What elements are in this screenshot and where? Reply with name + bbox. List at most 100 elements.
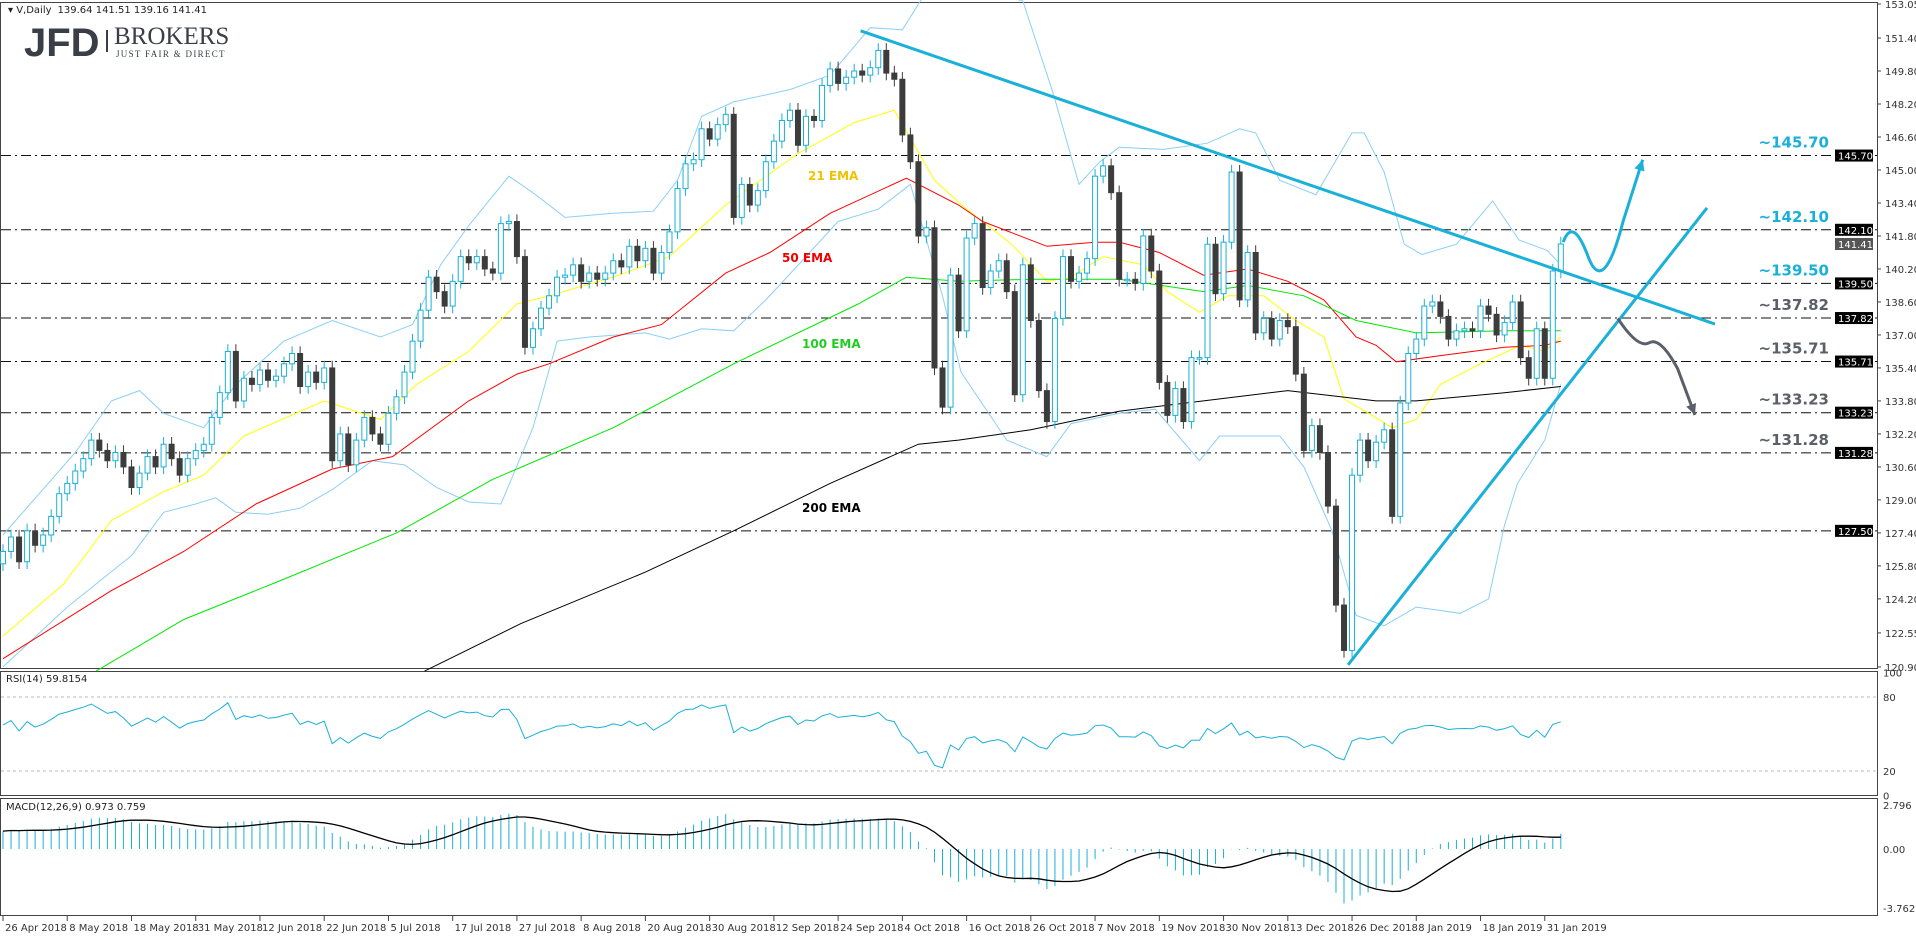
candle <box>618 260 625 268</box>
candle <box>337 433 344 462</box>
bullish-scenario-path <box>1561 159 1645 273</box>
candle <box>369 416 376 435</box>
date-axis-label: 8 Jan 2019 <box>1418 923 1472 934</box>
candle <box>602 272 609 280</box>
candle <box>1132 278 1139 284</box>
candle <box>570 264 577 276</box>
candle <box>72 470 79 484</box>
candle <box>457 256 464 282</box>
date-axis-label: 30 Nov 2018 <box>1226 923 1290 934</box>
macd-axis-label: 2.796 <box>1883 801 1912 812</box>
price-axis-label: 148.20 <box>1885 100 1916 111</box>
candle <box>915 161 922 237</box>
bullish-arrowhead-icon <box>1634 159 1645 172</box>
candle <box>923 227 930 237</box>
date-axis-label: 8 May 2018 <box>69 923 128 934</box>
ema-label: 21 EMA <box>808 169 859 183</box>
candle <box>586 272 593 282</box>
price-axis-label: 151.40 <box>1885 34 1916 45</box>
candle <box>184 458 191 476</box>
candle <box>931 227 938 369</box>
level-label: ~133.23 <box>1759 391 1829 409</box>
candle <box>1308 425 1315 451</box>
candle <box>1373 441 1380 462</box>
logo-jfd: JFD <box>24 21 100 65</box>
candle <box>80 458 87 472</box>
candle <box>232 350 239 402</box>
symbol-label: V,Daily <box>16 5 51 16</box>
ema-label: 100 EMA <box>802 337 861 351</box>
macd-signal-line <box>2 816 1561 893</box>
candle <box>513 221 520 258</box>
candle <box>851 70 858 78</box>
date-axis-label: 22 Jun 2018 <box>326 923 386 934</box>
date-axis-label: 31 Jan 2019 <box>1547 923 1607 934</box>
date-axis-label: 12 Jun 2018 <box>262 923 322 934</box>
candle <box>682 163 689 190</box>
candle <box>803 115 809 146</box>
candle <box>1300 373 1307 451</box>
candle <box>1509 301 1516 324</box>
price-axis-label: 127.40 <box>1885 529 1916 540</box>
candle <box>1116 192 1123 280</box>
candle <box>88 439 95 460</box>
price-axis-label: 130.60 <box>1885 463 1916 474</box>
bearish-arrowhead-icon <box>1686 403 1697 415</box>
candle <box>32 530 39 546</box>
level-label: ~131.28 <box>1759 431 1829 449</box>
price-axis-label: 138.60 <box>1885 298 1916 309</box>
candle <box>1252 251 1259 334</box>
candle <box>674 188 681 233</box>
candle <box>1268 317 1275 340</box>
candle <box>1059 256 1066 319</box>
candle <box>1236 171 1243 301</box>
candle <box>1035 320 1042 392</box>
candle <box>112 451 119 462</box>
price-axis-label: 141.80 <box>1885 232 1916 243</box>
candle <box>1027 264 1034 322</box>
logo-tagline: JUST FAIR & DIRECT <box>116 49 226 59</box>
candle <box>1533 328 1540 379</box>
ema-label: 50 EMA <box>782 251 833 265</box>
macd-pane-frame <box>0 798 1878 916</box>
date-axis-label: 19 Nov 2018 <box>1161 923 1225 934</box>
dropdown-triangle-icon[interactable]: ▾ <box>8 5 16 16</box>
candle <box>401 371 408 398</box>
candle <box>224 350 231 394</box>
candle <box>995 260 1002 272</box>
candle <box>329 367 336 462</box>
level-price-box <box>1835 223 1873 236</box>
candle <box>1541 328 1548 379</box>
level-price-box-label: 135.71 <box>1838 358 1873 369</box>
candle <box>562 274 569 278</box>
candle <box>883 49 890 74</box>
candle <box>875 49 882 69</box>
candle <box>321 367 328 383</box>
candle <box>96 439 103 451</box>
candle <box>1084 258 1091 274</box>
candle <box>1276 320 1283 340</box>
candle <box>1043 390 1050 423</box>
candle <box>835 68 842 84</box>
candle <box>24 530 31 563</box>
logo-brokers: BROKERS <box>114 23 229 50</box>
date-axis-label: 7 Nov 2018 <box>1097 923 1155 934</box>
candle <box>706 128 713 140</box>
candle <box>738 183 745 218</box>
candle <box>610 260 617 274</box>
candle <box>192 449 199 460</box>
candle <box>0 550 6 565</box>
candle <box>891 72 898 80</box>
price-axis-label: 149.80 <box>1885 67 1916 78</box>
candle <box>1051 317 1058 423</box>
date-axis-label: 18 Jan 2019 <box>1483 923 1543 934</box>
descending-trendline <box>860 29 1716 326</box>
candle <box>104 449 111 462</box>
candle <box>345 433 352 466</box>
candle <box>1140 235 1147 284</box>
date-axis-label: 17 Jul 2018 <box>455 923 512 934</box>
macd-title: MACD(12,26,9) 0.973 0.759 <box>6 802 146 813</box>
candle <box>666 231 673 253</box>
candle <box>56 493 63 517</box>
